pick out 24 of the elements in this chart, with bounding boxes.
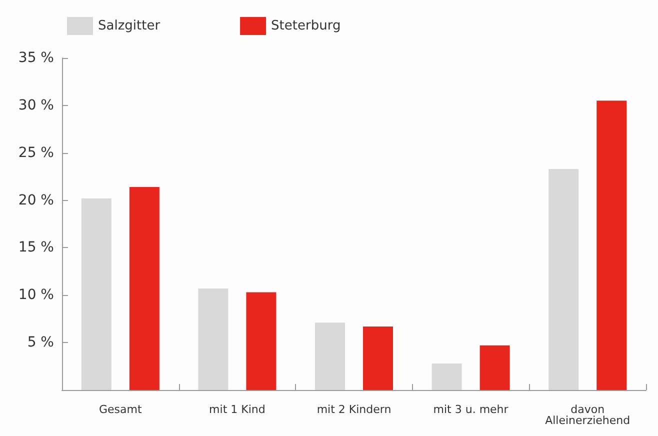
bar: [315, 322, 345, 390]
x-tick-label: davon Alleinerziehend: [545, 403, 630, 427]
bar: [81, 198, 112, 390]
legend-label: Steterburg: [271, 18, 341, 34]
x-tick-label: mit 2 Kindern: [316, 403, 392, 416]
bar: [129, 187, 160, 390]
bar: [198, 288, 228, 390]
bar: [596, 100, 627, 390]
bar: [432, 363, 462, 390]
x-tick-label: mit 3 u. mehr: [433, 403, 509, 416]
x-tick-label: mit 1 Kind: [209, 403, 266, 416]
y-tick-label: 25 %: [18, 144, 54, 161]
bar: [246, 292, 276, 390]
y-tick-label: 20 %: [18, 192, 54, 208]
y-tick-label: 30 %: [18, 97, 54, 114]
bar: [480, 345, 510, 390]
y-tick-label: 5 %: [27, 334, 54, 351]
bar: [363, 326, 393, 390]
x-tick-label: Gesamt: [99, 403, 142, 416]
legend-label: Salzgitter: [98, 18, 161, 34]
bar: [548, 168, 579, 390]
y-tick-label: 10 %: [18, 287, 54, 304]
y-tick-label: 15 %: [18, 240, 54, 256]
y-tick-label: 35 %: [18, 50, 54, 66]
